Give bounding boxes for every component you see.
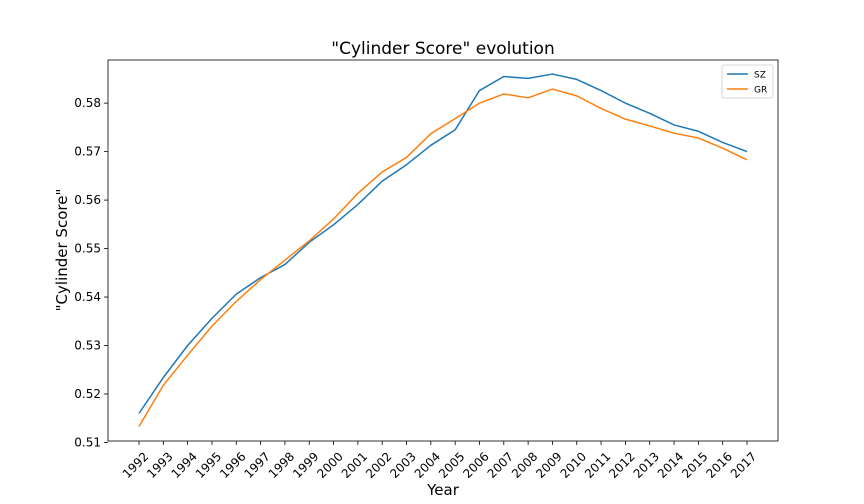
y-axis: 0.51 0.52 0.53 0.54 0.55 0.56 0.57 0.58 (74, 96, 108, 449)
y-tick-label: 0.58 (74, 96, 101, 110)
y-tick-label: 0.55 (74, 242, 101, 256)
y-tick-label: 0.57 (74, 145, 101, 159)
y-tick-label: 0.56 (74, 193, 101, 207)
y-tick-label: 0.52 (74, 387, 101, 401)
series-line-sz (138, 73, 748, 414)
y-tick-label: 0.53 (74, 339, 101, 353)
x-axis-title: Year (426, 481, 460, 499)
series-line-gr (138, 88, 748, 427)
plot-frame (107, 59, 779, 442)
legend-label-gr: GR (754, 86, 767, 96)
chart-title: "Cylinder Score" evolution (331, 39, 554, 59)
legend: SZ GR (721, 64, 774, 99)
legend-label-sz: SZ (754, 71, 766, 81)
y-tick-label: 0.54 (74, 290, 101, 304)
y-axis-title: "Cylinder Score" (53, 189, 71, 312)
plot-area (107, 59, 779, 442)
y-tick-label: 0.51 (74, 435, 101, 449)
